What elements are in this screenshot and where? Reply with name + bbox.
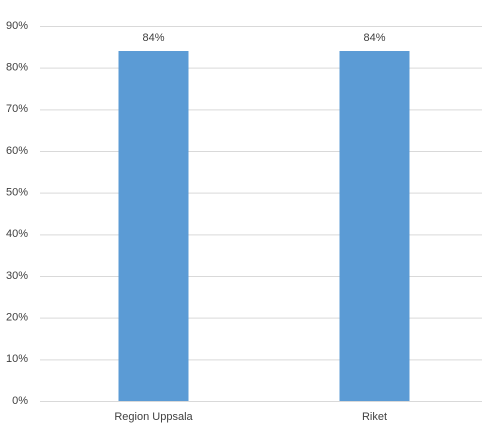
y-tick-label: 10% [6,353,28,365]
bar [339,51,410,401]
y-tick-label: 90% [6,20,28,32]
y-tick-label: 80% [6,62,28,74]
y-tick-label: 30% [6,270,28,282]
y-tick-label: 20% [6,312,28,324]
y-tick-label: 50% [6,187,28,199]
y-tick-label: 0% [12,395,28,407]
y-tick-label: 70% [6,103,28,115]
value-label: 84% [363,32,385,44]
bar [118,51,189,401]
x-tick-label: Region Uppsala [114,411,193,423]
value-label: 84% [142,32,164,44]
x-tick-label: Riket [362,411,387,423]
y-tick-label: 40% [6,228,28,240]
y-tick-label: 60% [6,145,28,157]
